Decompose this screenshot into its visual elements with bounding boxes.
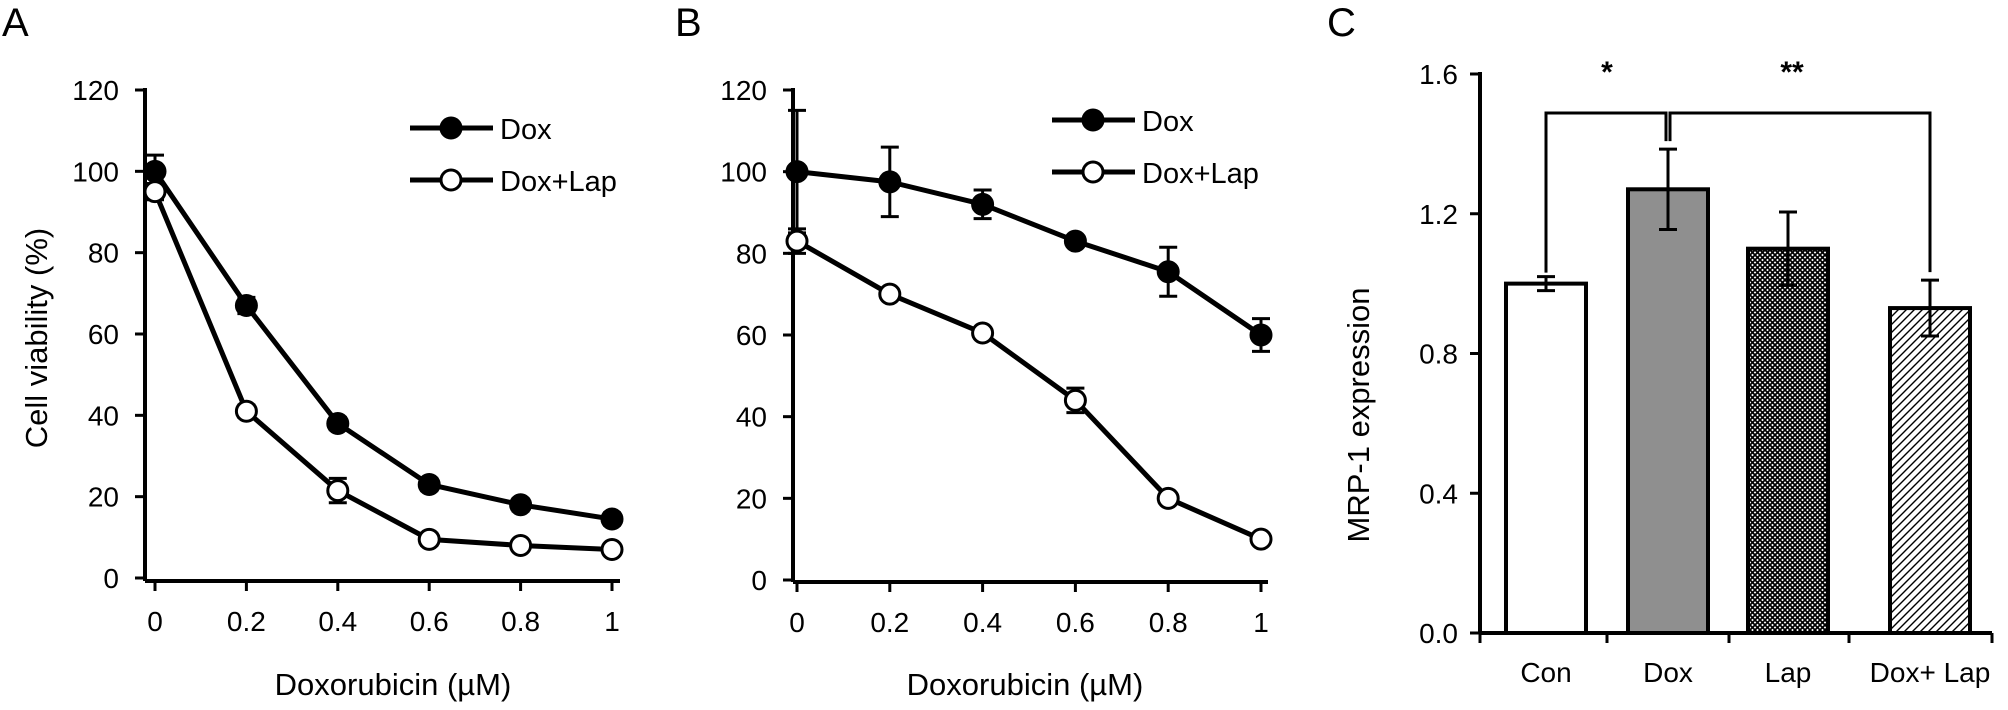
- data-point-dox: [143, 159, 167, 183]
- series-line-dox-lap: [795, 238, 1263, 542]
- significance-bracket-1: [1544, 111, 1668, 273]
- data-point-dox: [326, 411, 350, 435]
- panel-letter-b: B: [675, 1, 702, 45]
- panel-c-bar-chart: MRP-1 expression 0.0 0.4 0.8 1.2 1.6 Con Dox La…: [1341, 56, 1994, 688]
- data-point-dox: [234, 294, 258, 318]
- y-tick-label: 40: [88, 400, 119, 431]
- data-point-dox: [600, 507, 624, 531]
- y-tick-label: 120: [720, 75, 767, 106]
- legend-dox-label: Dox: [1142, 106, 1194, 138]
- y-tick-label: 60: [88, 319, 119, 350]
- y-tick-label: 1.6: [1419, 59, 1458, 90]
- y-tick-label: 0.0: [1419, 618, 1458, 649]
- x-tick-label: 0.8: [501, 606, 540, 637]
- y-tick-label: 80: [736, 238, 767, 269]
- bar-lap: [1746, 246, 1830, 635]
- y-tick-label: 100: [72, 156, 119, 187]
- panel-a-legend: Dox Dox+Lap: [410, 114, 617, 198]
- data-point-dox: [1156, 260, 1180, 284]
- y-tick-label: 0.4: [1419, 478, 1458, 509]
- bar-dox-lap: [1888, 306, 1972, 635]
- bar-con: [1504, 281, 1588, 635]
- panel-a-line-chart: Doxorubicin (µM) Cell viability (%) Dox …: [19, 75, 624, 702]
- data-point-dox: [785, 160, 809, 184]
- legend-doxlap-marker: [439, 168, 463, 192]
- data-point-dox-lap: [785, 229, 809, 253]
- y-tick-label: 100: [720, 157, 767, 188]
- x-tick-label: 0.4: [963, 607, 1002, 638]
- data-point-dox-lap: [1249, 527, 1273, 551]
- y-tick-label: 40: [736, 402, 767, 433]
- panel-b-legend: Dox Dox+Lap: [1052, 106, 1259, 190]
- data-point-dox: [1063, 229, 1087, 253]
- series-line-dox: [152, 169, 613, 522]
- data-point-dox-lap: [234, 399, 258, 423]
- data-point-dox-lap: [326, 479, 350, 503]
- data-point-dox: [971, 192, 995, 216]
- data-point-dox: [1249, 323, 1273, 347]
- x-tick-label: 0.8: [1149, 607, 1188, 638]
- x-tick-label: 1: [604, 606, 620, 637]
- data-point-dox-lap: [417, 527, 441, 551]
- x-tick-label: 0.6: [1056, 607, 1095, 638]
- panel-b-x-axis-label: Doxorubicin (µM): [907, 667, 1144, 702]
- y-tick-label: 20: [88, 482, 119, 513]
- legend-dox-label: Dox: [500, 114, 552, 146]
- legend-dox-marker: [439, 116, 463, 140]
- y-tick-label: 20: [736, 483, 767, 514]
- x-tick-label: 1: [1253, 607, 1269, 638]
- x-category-label: Dox+ Lap: [1870, 657, 1991, 688]
- panel-a-y-axis-label: Cell viability (%): [19, 228, 54, 448]
- data-point-dox-lap: [971, 321, 995, 345]
- legend-doxlap-label: Dox+Lap: [1142, 158, 1259, 190]
- panel-a-x-axis-label: Doxorubicin (µM): [275, 667, 512, 702]
- panel-b-line-chart: Doxorubicin (µM) Dox Dox+Lap 02040608010…: [720, 75, 1273, 702]
- data-point-dox-lap: [1156, 486, 1180, 510]
- significance-bracket-2: [1668, 111, 1932, 273]
- legend-doxlap-marker: [1081, 160, 1105, 184]
- data-point-dox-lap: [878, 282, 902, 306]
- x-tick-label: 0.2: [870, 607, 909, 638]
- x-tick-label: 0.6: [410, 606, 449, 637]
- data-point-dox-lap: [1063, 388, 1087, 412]
- bar-dox: [1626, 187, 1710, 635]
- panel-c-y-axis-label: MRP-1 expression: [1341, 288, 1376, 543]
- panel-letter-a: A: [2, 1, 29, 45]
- x-tick-label: 0: [147, 606, 163, 637]
- legend-doxlap-label: Dox+Lap: [500, 166, 617, 198]
- x-category-label: Dox: [1643, 657, 1693, 688]
- data-point-dox: [509, 493, 533, 517]
- significance-label-2: **: [1780, 56, 1804, 89]
- data-point-dox-lap: [509, 533, 533, 557]
- x-category-label: Lap: [1765, 657, 1812, 688]
- x-category-label: Con: [1520, 657, 1571, 688]
- data-point-dox: [417, 472, 441, 496]
- legend-dox-marker: [1081, 108, 1105, 132]
- data-point-dox-lap: [600, 538, 624, 562]
- series-line-dox: [796, 169, 1263, 338]
- data-point-dox-lap: [143, 180, 167, 204]
- series-line-dox-lap: [152, 190, 613, 553]
- y-tick-label: 120: [72, 75, 119, 106]
- y-tick-label: 0: [103, 563, 119, 594]
- y-tick-label: 0.8: [1419, 339, 1458, 370]
- y-tick-label: 80: [88, 238, 119, 269]
- y-tick-label: 0: [751, 565, 767, 596]
- x-tick-label: 0: [789, 607, 805, 638]
- panel-letter-c: C: [1327, 1, 1356, 45]
- y-tick-label: 1.2: [1419, 199, 1458, 230]
- x-tick-label: 0.2: [227, 606, 266, 637]
- y-tick-label: 60: [736, 320, 767, 351]
- data-point-dox: [878, 170, 902, 194]
- x-tick-label: 0.4: [318, 606, 357, 637]
- significance-label-1: *: [1601, 56, 1613, 89]
